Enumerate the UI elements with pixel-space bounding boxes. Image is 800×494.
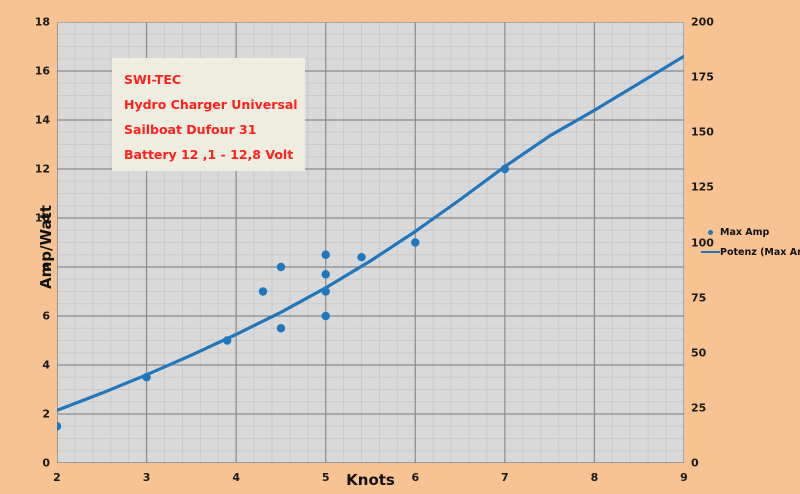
- y2-axis-tick-label: 150: [691, 125, 714, 139]
- y-axis-tick-label: 10: [34, 211, 50, 225]
- y2-axis-tick-label: 50: [691, 346, 707, 360]
- y2-axis-tick-label: 125: [691, 180, 714, 194]
- y-axis-tick-label: 12: [34, 162, 50, 176]
- x-axis-tick-label: 7: [501, 471, 509, 484]
- legend-item-max-amp[interactable]: Max Amp: [700, 222, 800, 242]
- y2-axis-tick-label: 75: [691, 291, 707, 305]
- y-axis-tick-label: 2: [42, 407, 50, 421]
- y-axis-title: Amp/Watt: [36, 205, 55, 289]
- annotation-line-3: Sailboat Dufour 31: [124, 122, 257, 137]
- y-axis-tick-label: 14: [34, 113, 50, 127]
- data-point: [411, 238, 420, 247]
- annotation-line-4: Battery 12 ,1 - 12,8 Volt: [124, 147, 294, 162]
- y-axis-tick-label: 0: [42, 456, 50, 470]
- legend-dot-icon: [700, 229, 720, 235]
- y-axis-tick-label: 16: [34, 64, 50, 78]
- data-point: [321, 250, 330, 259]
- x-axis-tick-label: 9: [680, 471, 688, 484]
- x-axis-tick-label: 3: [142, 471, 151, 484]
- annotation-textbox: SWI-TEC Hydro Charger Universal Sailboat…: [112, 58, 305, 171]
- legend-label-potenz: Potenz (Max Amp): [720, 246, 800, 258]
- x-axis-tick-label: 6: [411, 471, 420, 484]
- series-line-1: [57, 54, 684, 412]
- legend-label-max-amp: Max Amp: [720, 226, 770, 238]
- y2-axis-tick-label: 100: [691, 236, 714, 249]
- legend: Max Amp Potenz (Max Amp): [700, 222, 800, 262]
- data-point: [357, 253, 366, 262]
- x-axis-tick-label: 4: [232, 471, 240, 484]
- data-point: [276, 262, 286, 272]
- y2-axis-tick-label: 25: [691, 401, 707, 415]
- chart-data-layer: [57, 54, 684, 431]
- annotation-line-2: Hydro Charger Universal: [124, 97, 298, 112]
- x-axis-tick-label: 5: [321, 471, 330, 484]
- x-axis-tick-label: 8: [590, 471, 599, 484]
- x-axis-tick-label: 2: [53, 471, 61, 484]
- legend-item-potenz[interactable]: Potenz (Max Amp): [700, 242, 800, 262]
- data-point: [258, 287, 268, 296]
- y2-axis-tick-label: 200: [691, 15, 714, 29]
- data-point: [276, 324, 286, 333]
- data-point: [321, 311, 330, 321]
- plot-area: [57, 22, 684, 463]
- data-point: [57, 422, 62, 431]
- annotation-line-1: SWI-TEC: [124, 72, 182, 87]
- legend-line-icon: [700, 250, 720, 254]
- data-point: [321, 270, 330, 279]
- y-axis-tick-label: 8: [42, 260, 50, 274]
- y-axis-tick-label: 6: [42, 309, 50, 323]
- y2-axis-tick-label: 0: [691, 456, 699, 470]
- x-axis-title: Knots: [346, 471, 395, 489]
- y2-axis-tick-label: 175: [691, 70, 714, 84]
- y-axis-tick-label: 4: [42, 358, 50, 372]
- y-axis-tick-label: 18: [34, 15, 50, 29]
